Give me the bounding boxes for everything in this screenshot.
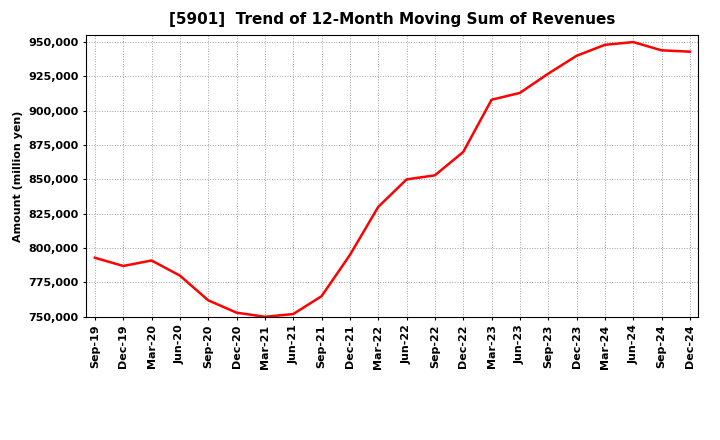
Title: [5901]  Trend of 12-Month Moving Sum of Revenues: [5901] Trend of 12-Month Moving Sum of R…	[169, 12, 616, 27]
Y-axis label: Amount (million yen): Amount (million yen)	[13, 110, 23, 242]
